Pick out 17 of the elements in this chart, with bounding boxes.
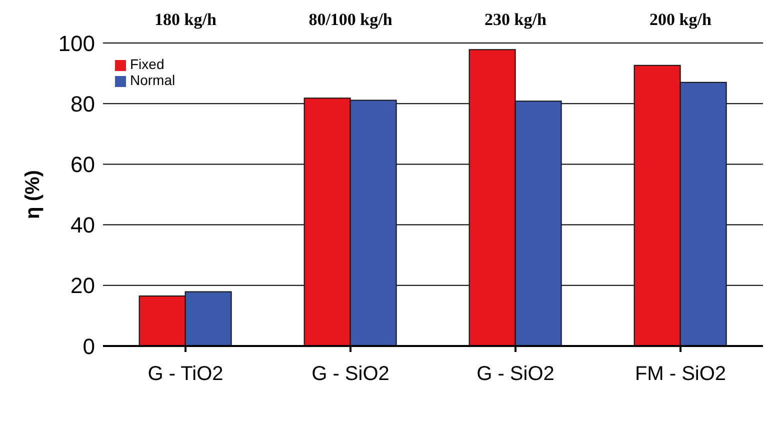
- y-tick-label: 60: [70, 152, 95, 178]
- legend-label: Normal: [130, 72, 176, 88]
- x-tick-label: G - SiO2: [312, 363, 390, 386]
- y-tick-label: 40: [70, 212, 95, 238]
- y-tick-label: 100: [58, 30, 95, 56]
- x-tick-label: G - SiO2: [476, 363, 554, 386]
- y-tick-label: 80: [70, 91, 95, 116]
- legend-label: Fixed: [130, 56, 164, 72]
- text: 230 kg/h: [484, 10, 548, 30]
- y-axis-title: η (%): [22, 170, 44, 219]
- y-tick-label: 0: [82, 334, 95, 359]
- text: 200 kg/h: [648, 10, 712, 30]
- y-tick-label: 20: [70, 273, 95, 298]
- x-tick-label: G - TiO2: [148, 363, 224, 386]
- x-tick-label: FM - SiO2: [634, 363, 726, 386]
- text: 80/100 kg/h: [308, 10, 394, 30]
- text: 180 kg/h: [154, 10, 218, 30]
